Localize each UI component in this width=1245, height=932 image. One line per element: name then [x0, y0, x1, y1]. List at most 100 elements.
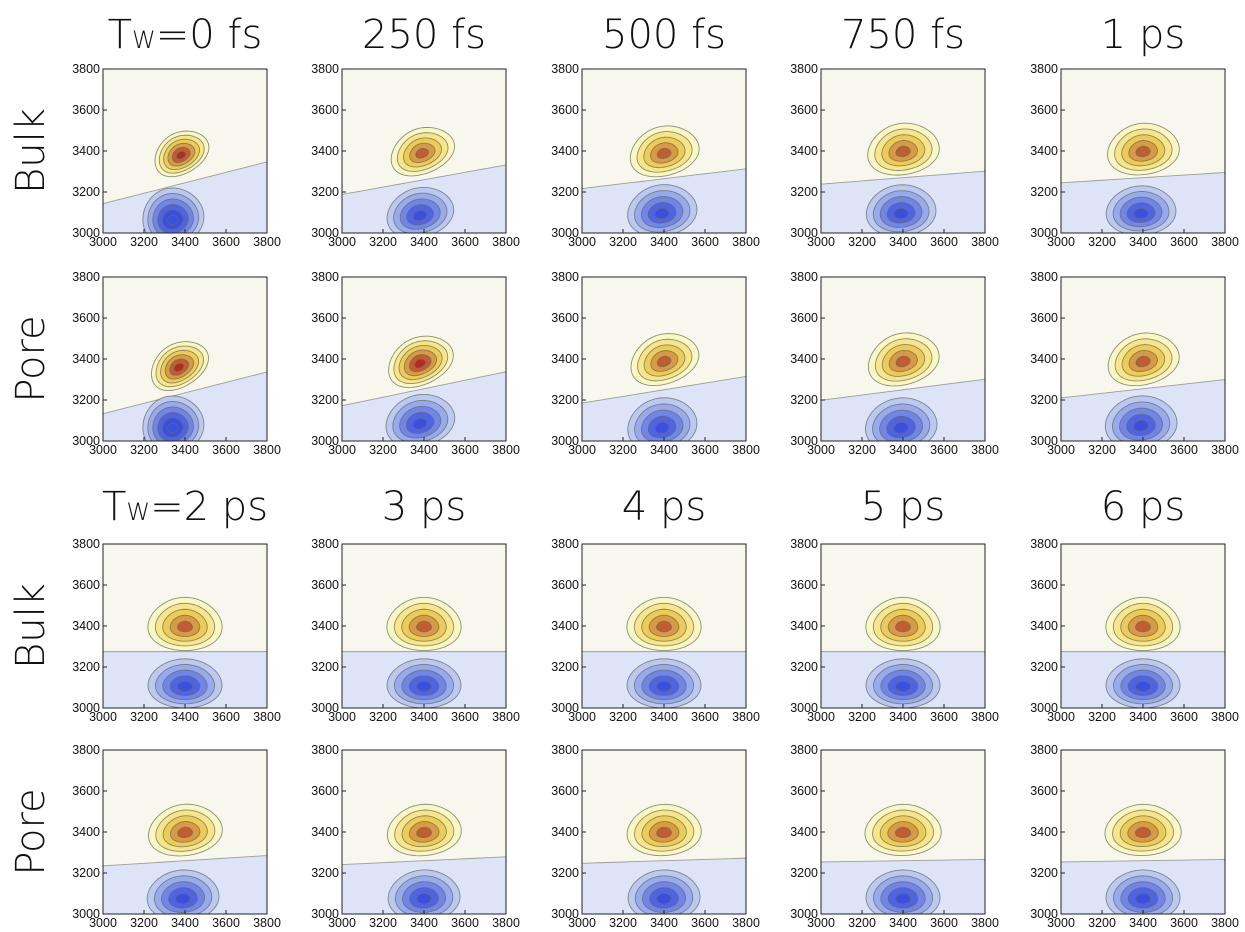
- y-tick-label: 3600: [1030, 784, 1058, 798]
- x-tick-label: 3000: [328, 916, 356, 930]
- y-tick-label: 3400: [1030, 619, 1058, 633]
- y-tick-label: 3400: [311, 825, 339, 839]
- x-tick-label: 3600: [212, 235, 240, 249]
- x-tick-label: 3200: [1088, 916, 1116, 930]
- y-tick-label: 3200: [311, 660, 339, 674]
- x-tick-label: 3000: [89, 710, 117, 724]
- y-tick-label: 3200: [72, 185, 100, 199]
- y-tick-label: 3800: [311, 537, 339, 551]
- x-tick-label: 3600: [930, 443, 958, 457]
- y-tick-label: 3000: [72, 434, 100, 448]
- positive-contour: [416, 620, 432, 633]
- waiting-time-title: 1 ps: [1101, 12, 1185, 58]
- x-tick-label: 3600: [930, 710, 958, 724]
- x-tick-label: 3000: [89, 916, 117, 930]
- y-tick-label: 3200: [72, 866, 100, 880]
- x-tick-label: 3600: [451, 916, 479, 930]
- y-tick-label: 3600: [1030, 578, 1058, 592]
- x-tick-label: 3200: [130, 235, 158, 249]
- x-tick-label: 3000: [807, 443, 835, 457]
- x-tick-label: 3600: [451, 443, 479, 457]
- x-tick-label: 3000: [1047, 710, 1075, 724]
- x-tick-label: 3000: [328, 443, 356, 457]
- x-tick-label: 3600: [691, 443, 719, 457]
- x-tick-label: 3200: [848, 710, 876, 724]
- y-tick-label: 3600: [1030, 311, 1058, 325]
- negative-contour: [167, 214, 179, 226]
- y-tick-label: 3400: [790, 825, 818, 839]
- y-tick-label: 3200: [790, 660, 818, 674]
- x-tick-label: 3200: [609, 443, 637, 457]
- y-tick-label: 3800: [551, 537, 579, 551]
- waiting-time-title: 500 fs: [602, 12, 726, 58]
- x-tick-label: 3400: [1129, 443, 1157, 457]
- row-label-bulk: Bulk: [8, 583, 54, 669]
- positive-contour: [656, 355, 672, 368]
- negative-contour: [893, 207, 909, 220]
- y-tick-label: 3800: [790, 537, 818, 551]
- x-tick-label: 3600: [212, 710, 240, 724]
- x-tick-label: 3800: [492, 443, 520, 457]
- x-tick-label: 3200: [130, 710, 158, 724]
- positive-contour: [416, 826, 432, 839]
- y-tick-label: 3400: [311, 619, 339, 633]
- x-tick-label: 3000: [89, 443, 117, 457]
- y-tick-label: 3000: [311, 226, 339, 240]
- negative-contour: [656, 893, 672, 905]
- x-tick-label: 3200: [609, 710, 637, 724]
- y-tick-label: 3200: [1030, 866, 1058, 880]
- x-tick-label: 3400: [171, 235, 199, 249]
- y-tick-label: 3800: [72, 270, 100, 284]
- x-tick-label: 3200: [848, 916, 876, 930]
- x-tick-label: 3200: [369, 916, 397, 930]
- y-tick-label: 3800: [311, 270, 339, 284]
- y-tick-label: 3800: [1030, 270, 1058, 284]
- x-tick-label: 3800: [492, 710, 520, 724]
- negative-contour: [895, 893, 911, 905]
- x-tick-label: 3800: [971, 916, 999, 930]
- x-tick-label: 3000: [807, 235, 835, 249]
- x-tick-label: 3400: [171, 916, 199, 930]
- y-tick-label: 3400: [790, 144, 818, 158]
- y-tick-label: 3400: [72, 352, 100, 366]
- y-tick-label: 3800: [72, 62, 100, 76]
- positive-contour: [1135, 620, 1151, 633]
- x-tick-label: 3800: [971, 710, 999, 724]
- positive-contour: [176, 150, 187, 160]
- negative-contour: [175, 893, 191, 905]
- x-tick-label: 3600: [930, 916, 958, 930]
- x-tick-label: 3400: [889, 710, 917, 724]
- y-tick-label: 3800: [790, 62, 818, 76]
- x-tick-label: 3400: [889, 235, 917, 249]
- x-tick-label: 3200: [609, 916, 637, 930]
- waiting-time-title: 5 ps: [861, 484, 945, 530]
- y-tick-label: 3200: [1030, 393, 1058, 407]
- x-tick-label: 3000: [807, 710, 835, 724]
- y-tick-label: 3200: [551, 185, 579, 199]
- y-tick-label: 3600: [311, 103, 339, 117]
- positive-contour: [1134, 826, 1152, 838]
- negative-contour: [416, 680, 432, 692]
- x-tick-label: 3400: [1129, 235, 1157, 249]
- negative-contour: [416, 893, 432, 905]
- x-tick-label: 3200: [1088, 710, 1116, 724]
- x-tick-label: 3000: [1047, 235, 1075, 249]
- y-tick-label: 3800: [311, 62, 339, 76]
- x-tick-label: 3600: [691, 710, 719, 724]
- y-tick-label: 3400: [72, 619, 100, 633]
- x-tick-label: 3800: [253, 235, 281, 249]
- positive-contour: [177, 620, 193, 633]
- y-tick-label: 3000: [790, 907, 818, 921]
- y-tick-label: 3600: [72, 578, 100, 592]
- y-tick-label: 3200: [551, 866, 579, 880]
- y-tick-label: 3000: [551, 434, 579, 448]
- y-tick-label: 3000: [551, 701, 579, 715]
- positive-contour: [1135, 145, 1151, 158]
